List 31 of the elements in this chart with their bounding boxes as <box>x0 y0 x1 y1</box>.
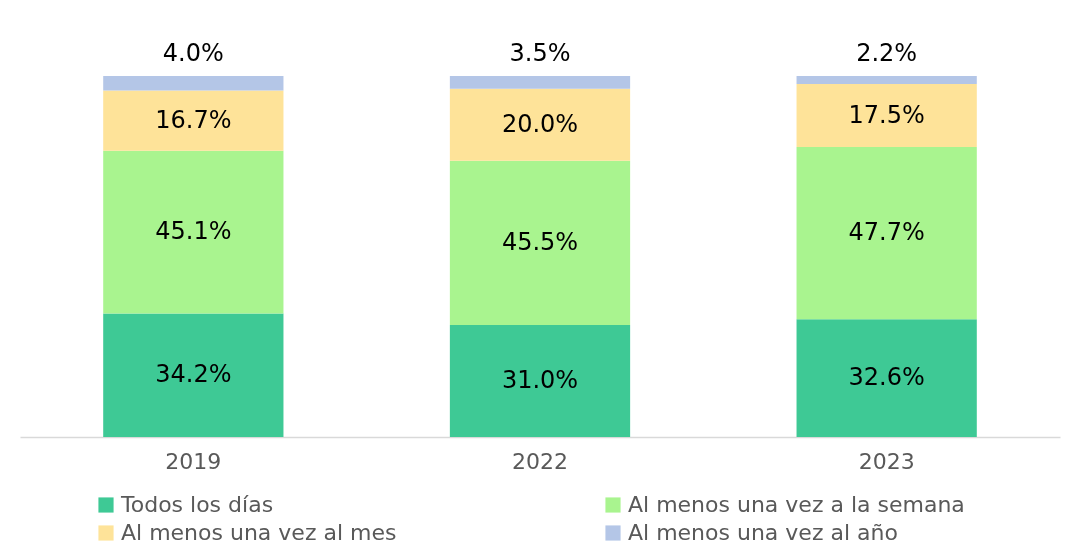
legend-label: Todos los días <box>120 492 274 517</box>
data-label: 3.5% <box>509 39 571 68</box>
x-tick-label: 2019 <box>165 448 222 474</box>
data-label: 45.5% <box>501 227 579 256</box>
data-label: 45.1% <box>155 217 232 246</box>
data-label: 32.6% <box>848 363 925 392</box>
x-tick-label: 2023 <box>858 448 915 474</box>
legend-label: Al menos una vez a la semana <box>628 492 965 517</box>
data-label: 4.0% <box>162 39 224 68</box>
bar <box>449 160 631 326</box>
legend-label: Al menos una vez al mes <box>121 520 397 545</box>
bar <box>796 147 977 320</box>
legend-label: Al menos una vez al año <box>628 520 898 545</box>
data-label: 20.0% <box>501 109 579 138</box>
bar <box>103 313 284 437</box>
data-label: 16.7% <box>155 105 232 134</box>
bar <box>103 76 284 91</box>
bar <box>103 150 284 314</box>
data-label: 2.2% <box>856 39 918 68</box>
bar <box>796 319 977 437</box>
data-label: 31.0% <box>501 366 579 395</box>
x-tick-label: 2022 <box>512 448 568 474</box>
data-label: 17.5% <box>848 100 925 129</box>
bar <box>449 76 631 89</box>
bar <box>796 76 977 84</box>
bar <box>796 83 977 148</box>
bar <box>449 88 631 161</box>
data-label: 34.2% <box>155 360 232 389</box>
bar <box>103 90 284 151</box>
bar <box>449 325 631 437</box>
data-label: 47.7% <box>848 218 925 247</box>
